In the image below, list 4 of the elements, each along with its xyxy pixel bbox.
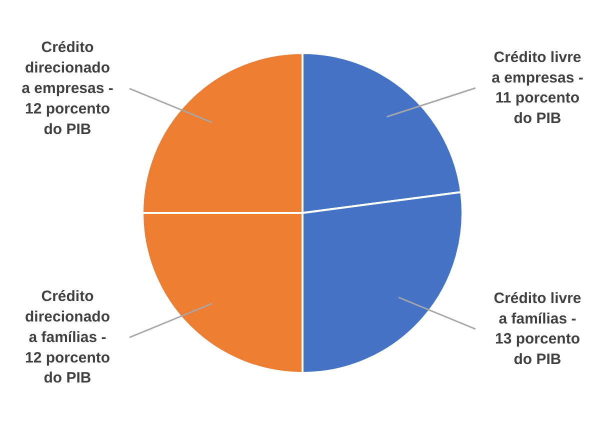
slice-label: Crédito direcionado a famílias - 12 porcento do PIB bbox=[24, 288, 110, 387]
slice-label: Crédito direcionado a empresas - 12 porcento do PIB bbox=[22, 39, 114, 138]
slice-label: Crédito livre a famílias - 13 porcento do PIB bbox=[494, 290, 582, 368]
slice-label: Crédito livre a empresas - 11 porcento do PIB bbox=[492, 48, 584, 128]
